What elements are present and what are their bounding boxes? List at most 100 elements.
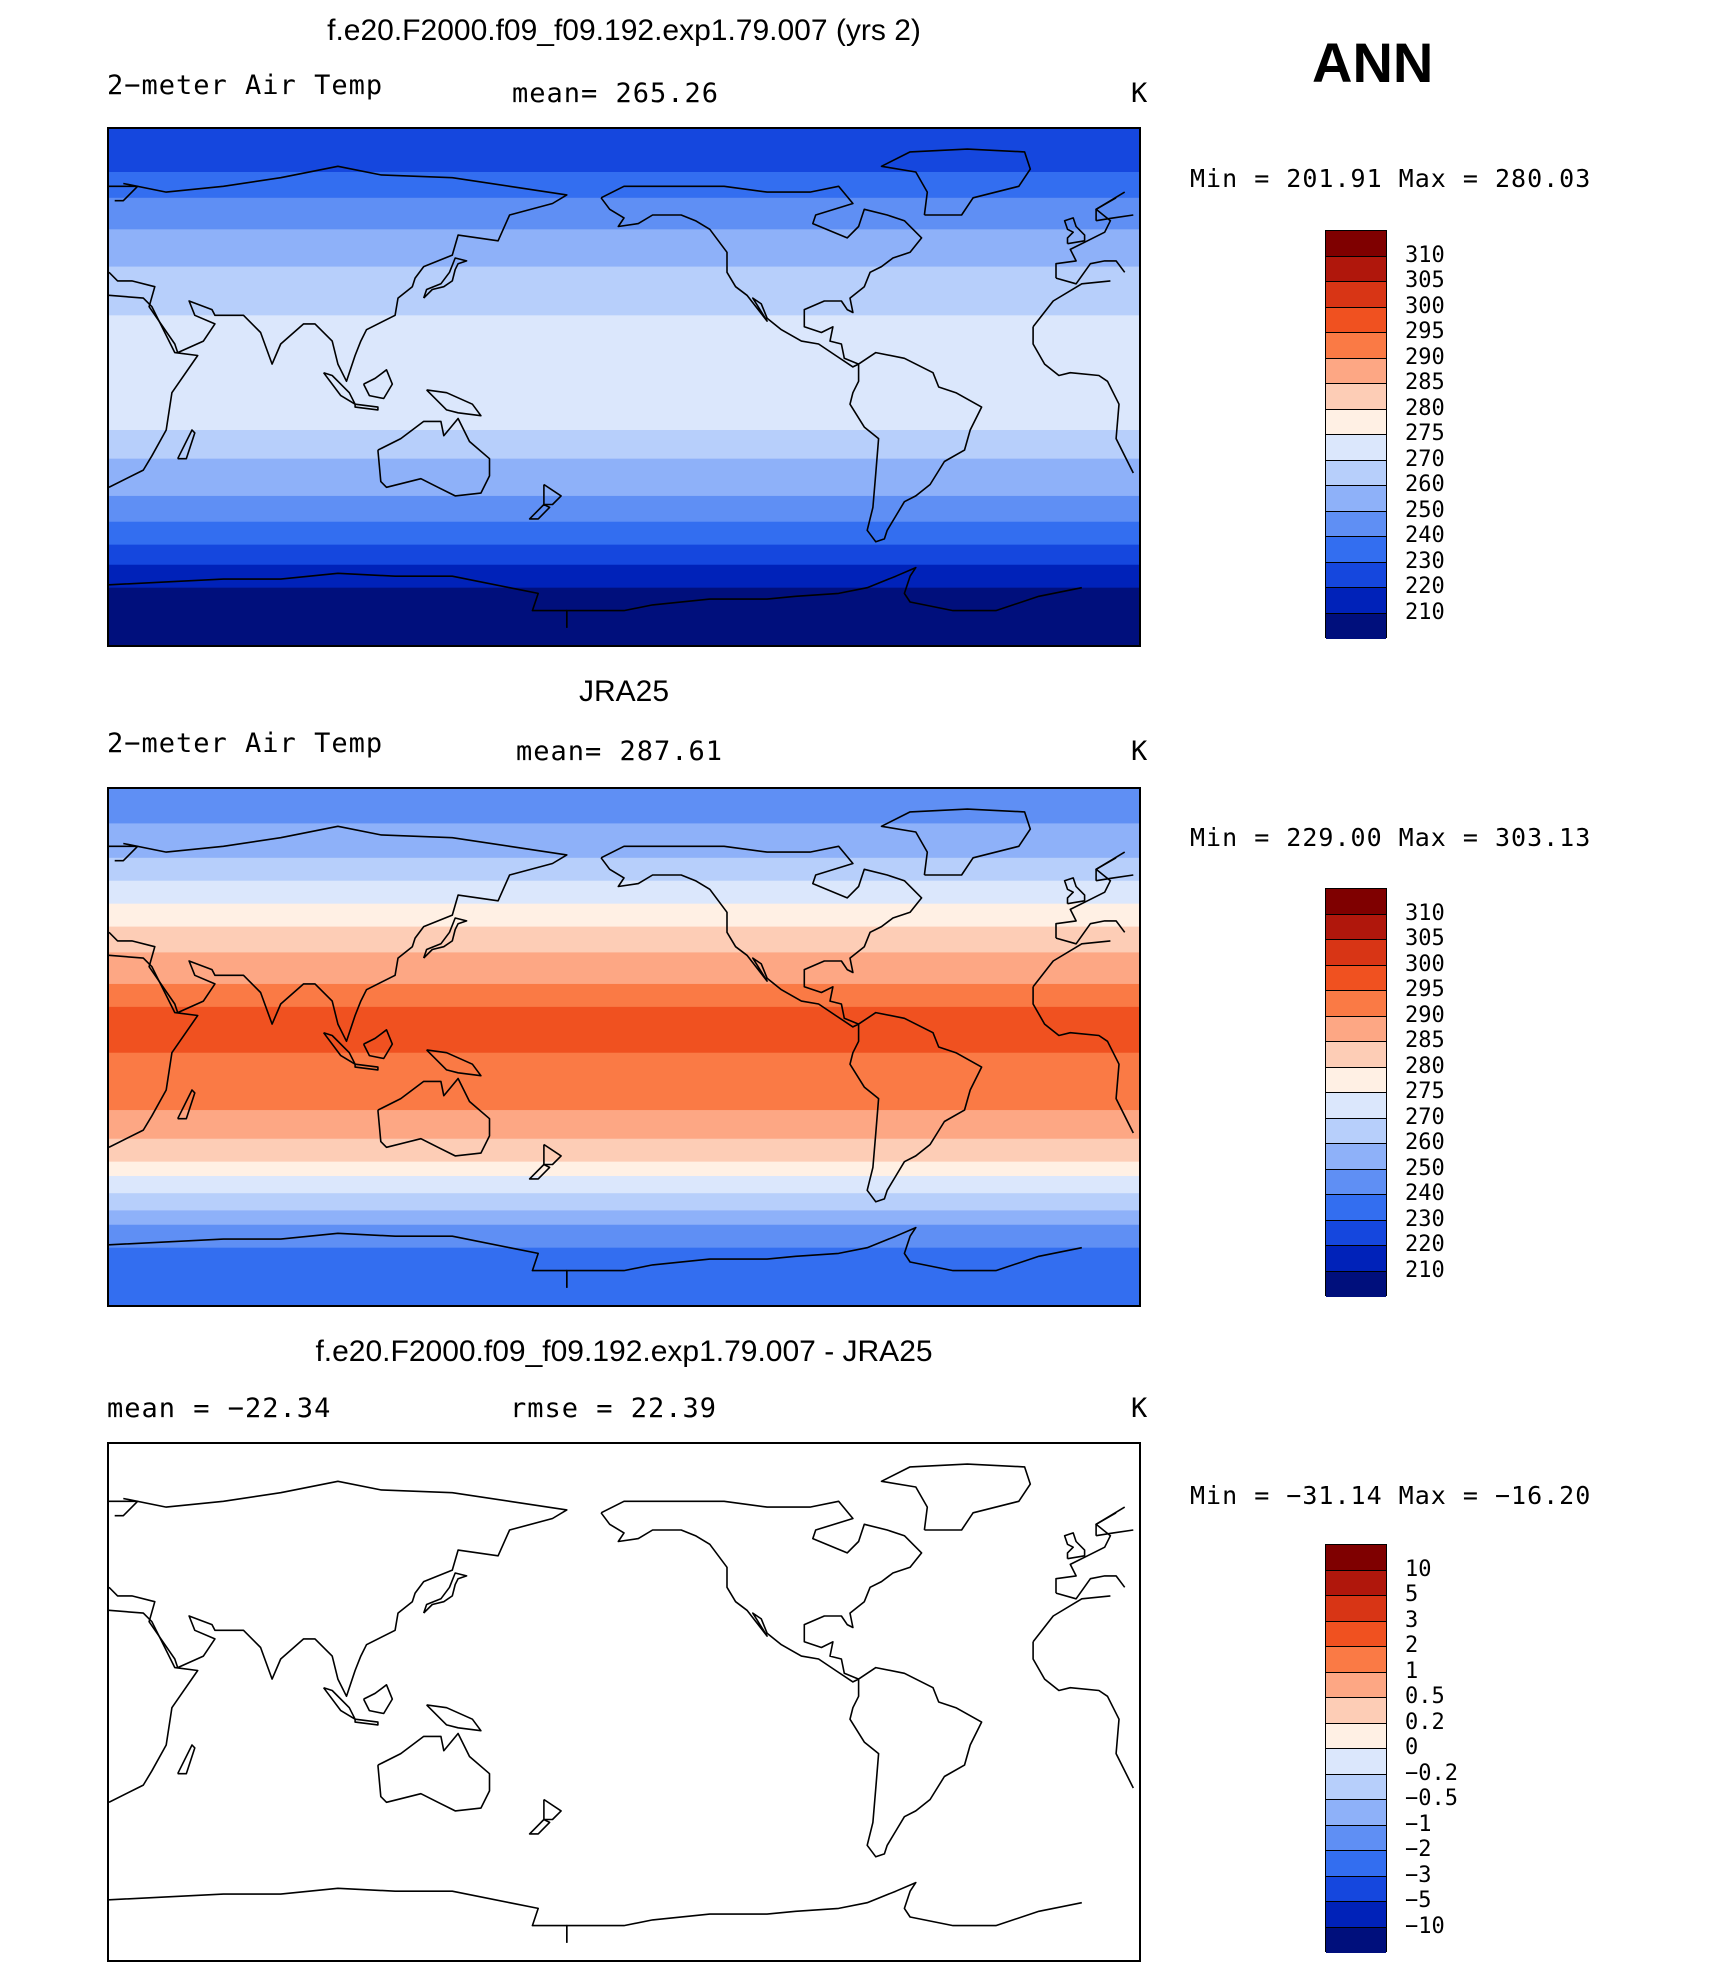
colorbar-swatch (1326, 1749, 1386, 1775)
colorbar-tick-label: 0.5 (1405, 1684, 1445, 1709)
coastline (1032, 1595, 1111, 1643)
colorbar-swatch (1326, 1195, 1386, 1221)
contour-band-270 (109, 1193, 1139, 1211)
coastline (354, 403, 379, 411)
colorbar-tick-label: 310 (1405, 900, 1445, 926)
colorbar-tick-label: −5 (1405, 1888, 1432, 1913)
colorbar-swatch (1326, 384, 1386, 410)
colorbar-tick-label: −10 (1405, 1913, 1445, 1939)
colorbar-tick-label: −1 (1405, 1811, 1432, 1837)
season-label: ANN (1312, 31, 1434, 94)
coastline (109, 845, 139, 862)
colorbar-swatch (1326, 409, 1386, 435)
coastline (528, 503, 551, 520)
colorbar-tick-label: 10 (1405, 1556, 1432, 1582)
colorbar-swatch (1326, 1570, 1386, 1596)
colorbar-tick-label: 285 (1405, 1028, 1445, 1053)
coastline (1032, 986, 1135, 1134)
colorbar-swatch (1326, 1118, 1386, 1144)
variable-label: 2−meter Air Temp (107, 70, 384, 101)
panel-title: f.e20.F2000.f09_f09.192.exp1.79.007 (yrs… (327, 14, 921, 47)
colorbar-tick-label: 250 (1405, 497, 1445, 523)
coastline (377, 1077, 491, 1157)
coastline (1055, 1506, 1126, 1594)
map-obs (107, 787, 1141, 1307)
coastline (1055, 260, 1126, 285)
coastline (600, 1500, 923, 1683)
contour-band-250 (109, 495, 1139, 523)
colorbar-swatch (1326, 486, 1386, 512)
coastline (422, 257, 468, 299)
coastline (176, 1744, 196, 1775)
colorbar-tick-label: −3 (1405, 1862, 1432, 1888)
colorbar-tick-label: 250 (1405, 1155, 1445, 1181)
contour-map (109, 1463, 1135, 1943)
colorbar-swatch (1326, 1042, 1386, 1068)
colorbar-swatch (1326, 333, 1386, 359)
coastline (1032, 1641, 1135, 1789)
contour-band-250 (109, 789, 1139, 824)
contour-band-240 (109, 172, 1139, 199)
coastline (543, 483, 562, 506)
contour-map (109, 789, 1139, 1305)
contour-band-290 (109, 952, 1139, 985)
colorbar-tick-label: 280 (1405, 395, 1445, 421)
colorbar-tick-label: 295 (1405, 977, 1445, 1002)
coastline (377, 417, 491, 497)
coastline (426, 1704, 482, 1732)
colorbar-swatch (1326, 1825, 1386, 1851)
coastline (426, 389, 482, 417)
colorbar-tick-label: 290 (1405, 1002, 1445, 1028)
colorbar-swatch (1326, 1698, 1386, 1724)
coastline (528, 1163, 551, 1180)
colorbar-tick-label: 2 (1405, 1633, 1419, 1658)
coastline (109, 185, 139, 202)
coastline (565, 1881, 1082, 1943)
coastline (322, 1686, 356, 1721)
contour-band-250 (109, 1224, 1139, 1249)
colorbar-tick-label: 260 (1405, 472, 1445, 497)
coastline (109, 954, 199, 1149)
contour-band-260 (109, 1210, 1139, 1226)
colorbar-swatch (1326, 1596, 1386, 1622)
colorbar-tick-label: 210 (1405, 1257, 1445, 1283)
coastline (109, 572, 568, 628)
coastline (849, 351, 983, 543)
colorbar-tick-label: 240 (1405, 523, 1445, 548)
coastline (354, 1063, 379, 1071)
colorbar-swatch (1326, 613, 1386, 639)
coastline (109, 1500, 139, 1517)
colorbar-tick-label: 230 (1405, 1206, 1445, 1232)
colorbar-swatch (1326, 1016, 1386, 1042)
coastline (109, 1887, 568, 1943)
colorbar-swatch (1326, 1621, 1386, 1647)
colorbar-tick-label: 1 (1405, 1658, 1419, 1684)
min-max-label: Min = 229.00 Max = 303.13 (1190, 823, 1592, 852)
colorbar-tick-label: 270 (1405, 446, 1445, 472)
colorbar-swatch (1326, 1672, 1386, 1698)
coastline (1063, 217, 1086, 245)
coastline (109, 1609, 199, 1804)
colorbar-swatch (1326, 1876, 1386, 1902)
map-model (107, 127, 1141, 647)
units-label: K (1131, 736, 1149, 767)
panel-title: f.e20.F2000.f09_f09.192.exp1.79.007 - JR… (315, 1335, 933, 1368)
coastline (362, 1684, 394, 1715)
colorbar-swatch (1326, 460, 1386, 486)
contour-band-220 (109, 564, 1139, 589)
colorbar-swatch (1326, 1927, 1386, 1953)
coastline (176, 429, 196, 460)
coastline (422, 1572, 468, 1614)
colorbar-swatch (1326, 965, 1386, 991)
coastline (1095, 857, 1117, 881)
colorbar-tick-label: 285 (1405, 370, 1445, 395)
contour-band-240 (109, 1247, 1139, 1305)
contour-band-270 (109, 266, 1139, 316)
colorbar-swatch (1326, 1246, 1386, 1272)
coastline (880, 1463, 1032, 1531)
contour-band-230 (109, 544, 1139, 566)
colorbar-swatch (1326, 282, 1386, 308)
colorbar-swatch (1326, 1647, 1386, 1673)
coastline (880, 808, 1032, 876)
coastline (1095, 1512, 1117, 1536)
